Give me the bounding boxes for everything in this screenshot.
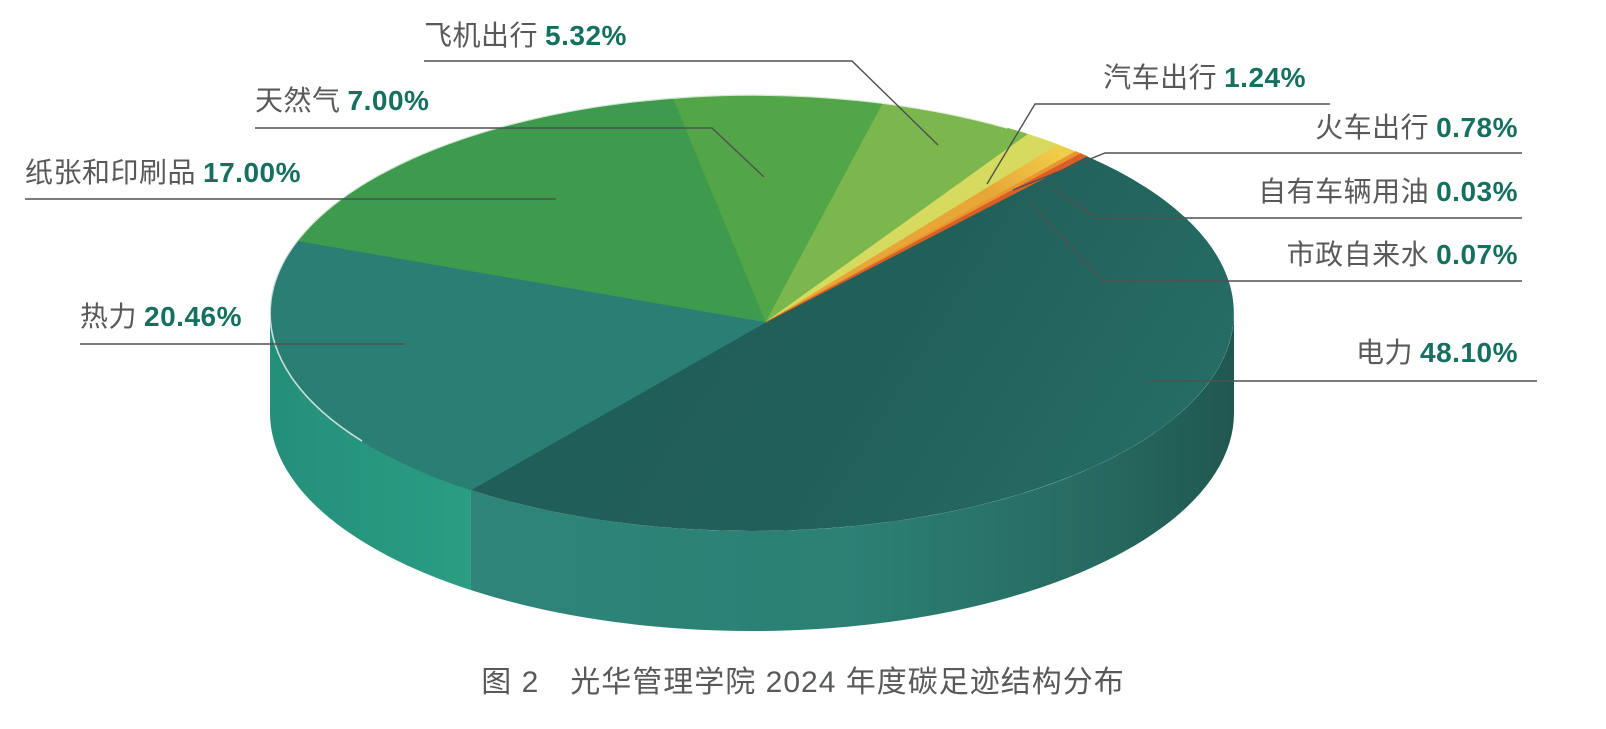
leader-air-travel	[424, 60, 939, 146]
pie-slice-municipal-tap-water	[765, 153, 1088, 323]
figure-caption: 图 2 光华管理学院 2024 年度碳足迹结构分布	[481, 666, 1125, 699]
rim-highlight-arc	[269, 94, 1008, 442]
pie-side-electricity	[470, 313, 1235, 632]
pie-rim-highlight	[269, 94, 1008, 442]
leader-municipal-tap-water	[1027, 200, 1522, 282]
pie-side-heat	[270, 313, 471, 590]
leader-lines	[25, 60, 1537, 382]
pie-slice-electricity	[470, 156, 1234, 531]
pie-slice-train-travel	[766, 144, 1076, 322]
pie-slice-car-travel	[765, 133, 1059, 323]
pie-top-slices	[269, 94, 1234, 531]
pie-side-walls	[270, 313, 1235, 632]
leader-train-travel	[1012, 152, 1522, 191]
leader-own-vehicle-fuel	[1052, 188, 1522, 219]
leader-car-travel	[986, 103, 1330, 185]
leader-natural-gas	[255, 127, 765, 178]
